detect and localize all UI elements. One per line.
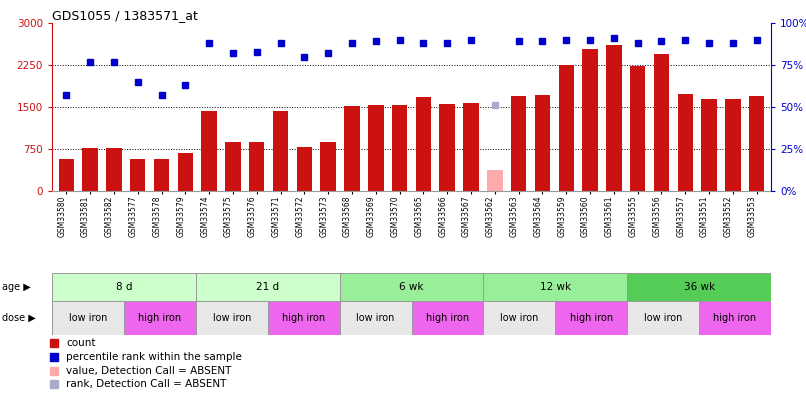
Bar (749, 96, 764, 191)
Text: high iron: high iron (713, 313, 757, 323)
Bar (321, 142, 336, 191)
Text: low iron: low iron (69, 313, 107, 323)
Bar (416, 97, 431, 191)
Text: 8 d: 8 d (115, 282, 132, 292)
Text: high iron: high iron (139, 313, 181, 323)
Text: 6 wk: 6 wk (399, 282, 424, 292)
Bar (52, 301, 124, 335)
Bar (627, 301, 699, 335)
Bar (701, 99, 717, 191)
Bar (202, 111, 217, 191)
Bar (463, 102, 479, 191)
Text: value, Detection Call = ABSENT: value, Detection Call = ABSENT (66, 366, 231, 375)
Bar (487, 170, 503, 191)
Bar (439, 104, 455, 191)
Bar (106, 149, 122, 191)
Bar (484, 301, 555, 335)
Text: percentile rank within the sample: percentile rank within the sample (66, 352, 242, 362)
Bar (654, 54, 669, 191)
Bar (678, 94, 693, 191)
Bar (268, 301, 339, 335)
Text: low iron: low iron (644, 313, 683, 323)
Bar (130, 159, 145, 191)
Bar (52, 273, 196, 301)
Bar (196, 273, 339, 301)
Text: high iron: high iron (426, 313, 469, 323)
Text: count: count (66, 338, 96, 348)
Bar (59, 158, 74, 191)
Bar (225, 142, 241, 191)
Bar (412, 301, 484, 335)
Text: 21 d: 21 d (256, 282, 279, 292)
Text: 12 wk: 12 wk (540, 282, 571, 292)
Text: high iron: high iron (570, 313, 613, 323)
Bar (154, 159, 169, 191)
Bar (534, 95, 550, 191)
Bar (582, 49, 598, 191)
Text: low iron: low iron (213, 313, 251, 323)
Bar (511, 96, 526, 191)
Bar (124, 301, 196, 335)
Text: age ▶: age ▶ (2, 282, 31, 292)
Text: high iron: high iron (282, 313, 325, 323)
Bar (606, 45, 621, 191)
Bar (272, 111, 289, 191)
Bar (392, 105, 407, 191)
Text: dose ▶: dose ▶ (2, 313, 35, 323)
Bar (249, 142, 264, 191)
Bar (82, 149, 98, 191)
Text: rank, Detection Call = ABSENT: rank, Detection Call = ABSENT (66, 379, 226, 389)
Text: 36 wk: 36 wk (683, 282, 715, 292)
Bar (344, 107, 359, 191)
Bar (297, 147, 312, 191)
Text: GDS1055 / 1383571_at: GDS1055 / 1383571_at (52, 9, 198, 22)
Bar (627, 273, 771, 301)
Bar (699, 301, 771, 335)
Text: low iron: low iron (356, 313, 395, 323)
Bar (339, 301, 412, 335)
Bar (196, 301, 268, 335)
Bar (484, 273, 627, 301)
Bar (555, 301, 627, 335)
Bar (368, 105, 384, 191)
Bar (559, 65, 574, 191)
Bar (725, 98, 741, 191)
Bar (339, 273, 484, 301)
Text: low iron: low iron (501, 313, 538, 323)
Bar (177, 153, 193, 191)
Bar (630, 66, 646, 191)
